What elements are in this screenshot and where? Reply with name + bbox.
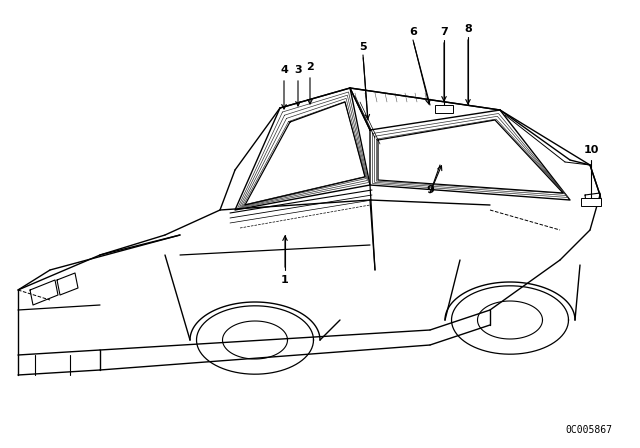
Text: 3: 3 [294, 65, 302, 75]
Text: 4: 4 [280, 65, 288, 75]
Text: 6: 6 [409, 27, 417, 37]
Text: 8: 8 [464, 24, 472, 34]
Text: 0C005867: 0C005867 [565, 425, 612, 435]
Text: 1: 1 [281, 275, 289, 285]
Text: 10: 10 [583, 145, 598, 155]
Text: 2: 2 [306, 62, 314, 72]
Bar [581, 198, 601, 206]
Text: 9: 9 [426, 185, 434, 195]
Text: 7: 7 [440, 27, 448, 37]
Bar [435, 105, 453, 113]
Text: 5: 5 [359, 42, 367, 52]
